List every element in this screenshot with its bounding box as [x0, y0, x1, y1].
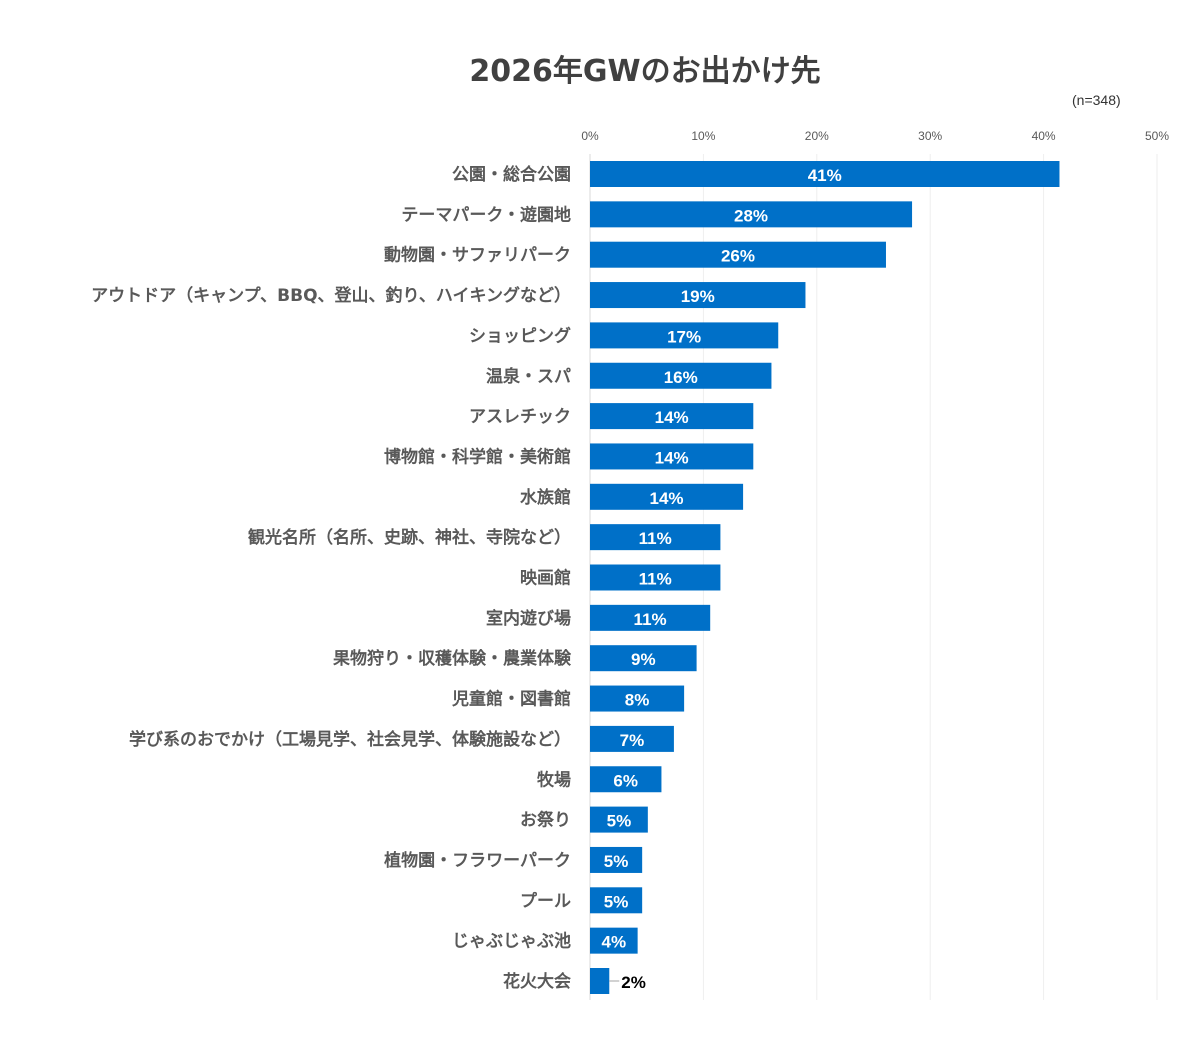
category-label: アスレチック: [469, 407, 571, 427]
data-label: 5%: [604, 892, 629, 911]
category-label: 果物狩り・収穫体験・農業体験: [333, 648, 572, 669]
data-label: 7%: [620, 731, 645, 750]
bar: [590, 645, 697, 672]
category-label: テーマパーク・遊園地: [401, 204, 571, 225]
data-label: 14%: [655, 448, 689, 467]
bar: [590, 968, 610, 994]
category-label: 水族館: [520, 487, 571, 508]
category-label: 観光名所（名所、史跡、神社、寺院など）: [248, 527, 571, 548]
chart-title: 2026年GWのお出かけ先: [469, 54, 821, 89]
bar: [590, 403, 754, 430]
bar: [590, 604, 711, 631]
bar: [590, 524, 721, 551]
bar: [590, 241, 886, 268]
data-label: 2%: [621, 973, 646, 992]
data-label: 6%: [613, 771, 638, 790]
data-label: 11%: [639, 529, 672, 548]
bar: [590, 887, 643, 914]
bar: [590, 282, 806, 309]
data-label: 11%: [634, 610, 667, 629]
category-label: 室内遊び場: [486, 608, 571, 629]
category-label: プール: [520, 890, 571, 911]
bar: [590, 564, 721, 591]
category-label: 児童館・図書館: [451, 689, 571, 710]
data-label: 4%: [602, 933, 627, 952]
x-tick-label: 50%: [1145, 129, 1169, 143]
bar: [590, 766, 662, 793]
bar: [590, 161, 1060, 187]
category-label: 動物園・サファリパーク: [384, 245, 571, 266]
bar: [590, 685, 685, 712]
data-label: 14%: [655, 408, 689, 427]
bar: [590, 443, 754, 470]
bar: [590, 322, 779, 349]
data-label: 16%: [664, 368, 698, 387]
category-label: 学び系のおでかけ（工場見学、社会見学、体験施設など）: [129, 729, 571, 750]
bar: [590, 201, 913, 228]
bar: [590, 362, 772, 389]
bar: [590, 725, 674, 752]
category-label: じゃぶじゃぶ池: [452, 931, 571, 952]
data-label: 5%: [604, 852, 629, 871]
sample-size: (n=348): [1072, 92, 1121, 108]
data-label: 19%: [681, 287, 715, 306]
category-label: 博物館・科学館・美術館: [384, 446, 571, 467]
x-tick-label: 0%: [581, 129, 599, 143]
category-label: 花火大会: [503, 971, 571, 992]
category-label: 植物園・フラワーパーク: [384, 850, 571, 871]
x-tick-label: 10%: [691, 129, 715, 143]
bar: [590, 806, 648, 833]
category-label: 牧場: [537, 769, 571, 790]
data-label: 28%: [734, 206, 768, 225]
x-tick-label: 20%: [805, 129, 829, 143]
data-label: 9%: [631, 650, 656, 669]
data-label: 17%: [667, 327, 701, 346]
bar: [590, 846, 643, 873]
x-tick-label: 40%: [1032, 129, 1056, 143]
data-label: 14%: [650, 489, 684, 508]
bar: [590, 483, 744, 510]
bar: [590, 927, 638, 954]
x-tick-label: 30%: [918, 129, 942, 143]
data-label: 5%: [607, 812, 632, 831]
category-label: 公園・総合公園: [452, 164, 571, 185]
category-label: お祭り: [520, 810, 571, 831]
data-label: 26%: [721, 247, 755, 266]
category-label: 映画館: [520, 568, 571, 589]
data-label: 41%: [808, 166, 842, 185]
data-label: 8%: [625, 691, 650, 710]
data-label: 11%: [639, 570, 672, 589]
category-label: アウトドア（キャンプ、BBQ、登山、釣り、ハイキングなど）: [91, 285, 571, 306]
category-label: ショッピング: [469, 325, 571, 346]
category-label: 温泉・スパ: [486, 366, 571, 387]
